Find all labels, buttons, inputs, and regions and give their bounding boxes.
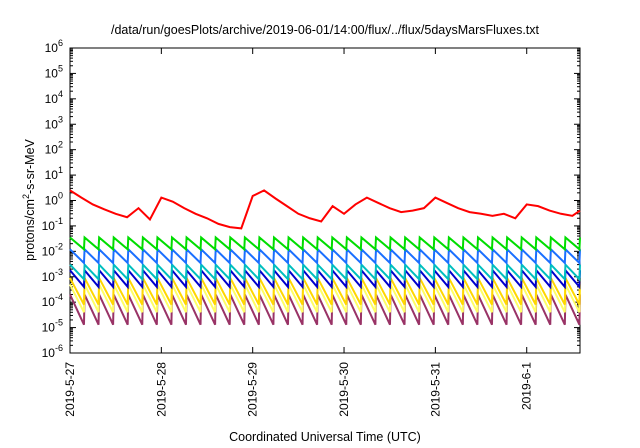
y-tick-label: 10-3 [42,267,63,284]
y-tick-label: 105 [45,63,63,80]
x-tick-label: 2019-5-28 [154,362,168,417]
y-tick-label: 10-2 [42,241,63,258]
x-tick-label: 2019-5-31 [428,362,442,417]
y-axis-ticks: 10-6 10-5 10-4 10-3 10-2 10-1 100 101 102 103 104 1… [42,38,580,360]
y-tick-label: 102 [45,140,63,157]
y-tick-label: 106 [45,38,63,55]
y-axis-label: protons/cm2-s-sr-MeV [21,138,37,260]
x-axis-ticks: 2019-5-27 2019-5-28 2019-5-29 2019-5-30 2019… [63,48,534,417]
y-tick-label: 103 [45,114,63,131]
y-tick-label: 101 [45,165,63,182]
y-tick-label: 10-4 [42,292,63,309]
y-tick-label: 10-6 [42,343,63,360]
y-tick-label: 10-5 [42,318,63,335]
x-tick-label: 2019-6-1 [520,362,534,410]
x-tick-label: 2019-5-30 [337,362,351,417]
x-tick-label: 2019-5-29 [246,362,260,417]
x-axis-label: Coordinated Universal Time (UTC) [229,430,421,444]
series-line [69,262,581,282]
series-line [69,247,581,266]
series-layer [69,189,581,326]
x-tick-label: 2019-5-27 [63,362,77,417]
y-tick-label: 10-1 [42,216,63,233]
series-line [69,235,581,252]
chart-title: /data/run/goesPlots/archive/2019-06-01/1… [111,23,540,37]
series-line [69,189,581,230]
y-tick-label: 100 [45,191,63,208]
y-tick-label: 104 [45,89,63,106]
